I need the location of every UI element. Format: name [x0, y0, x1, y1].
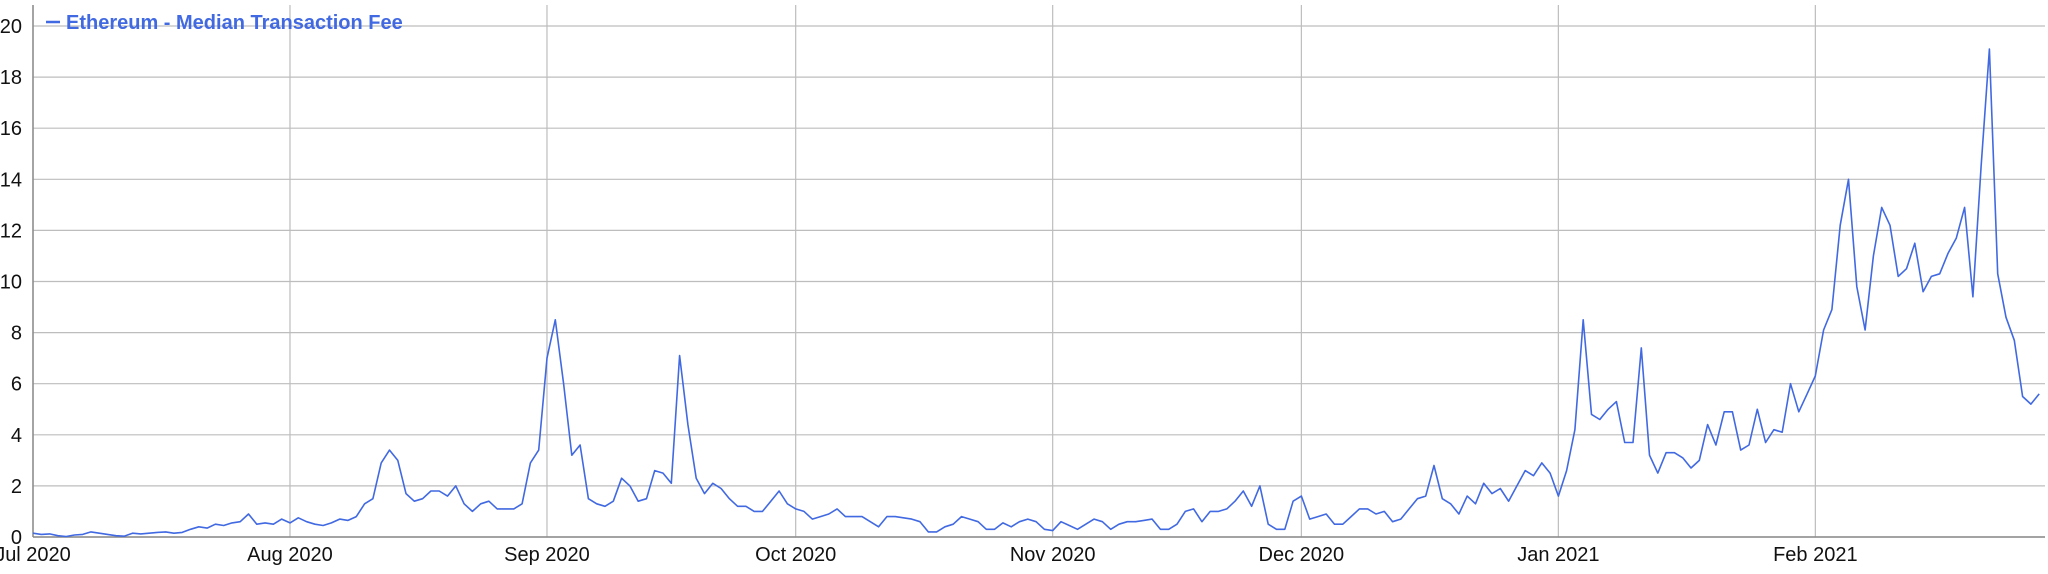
- y-tick-label: 6: [11, 374, 22, 396]
- x-tick-label: Jul 2020: [0, 544, 71, 566]
- y-tick-label: 16: [0, 118, 22, 140]
- y-tick-label: 0: [11, 527, 22, 549]
- y-tick-label: 14: [0, 169, 22, 191]
- y-tick-label: 10: [0, 272, 22, 294]
- x-tick-label: Jan 2021: [1517, 544, 1599, 566]
- x-tick-label: Aug 2020: [247, 544, 333, 566]
- series-layer: [32, 48, 2040, 538]
- y-axis: 0 2 4 6 8 10 12 14 16 18 20: [0, 16, 22, 549]
- x-axis: Jul 2020 Aug 2020 Sep 2020 Oct 2020 Nov 2020…: [0, 544, 1858, 566]
- x-tick-label: Dec 2020: [1259, 544, 1345, 566]
- y-tick-label: 18: [0, 67, 22, 89]
- legend-label: Ethereum - Median Transaction Fee: [66, 12, 403, 34]
- y-tick-label: 20: [0, 16, 22, 38]
- y-tick-label: 2: [11, 476, 22, 498]
- y-tick-label: 4: [11, 425, 22, 447]
- x-tick-label: Sep 2020: [504, 544, 590, 566]
- y-tick-label: 12: [0, 220, 22, 242]
- x-tick-label: Oct 2020: [755, 544, 836, 566]
- x-tick-label: Feb 2021: [1773, 544, 1858, 566]
- grid: [32, 5, 2045, 538]
- legend[interactable]: Ethereum - Median Transaction Fee: [46, 12, 403, 34]
- series-line: [32, 48, 2040, 538]
- x-tick-label: Nov 2020: [1010, 544, 1096, 566]
- y-tick-label: 8: [11, 323, 22, 345]
